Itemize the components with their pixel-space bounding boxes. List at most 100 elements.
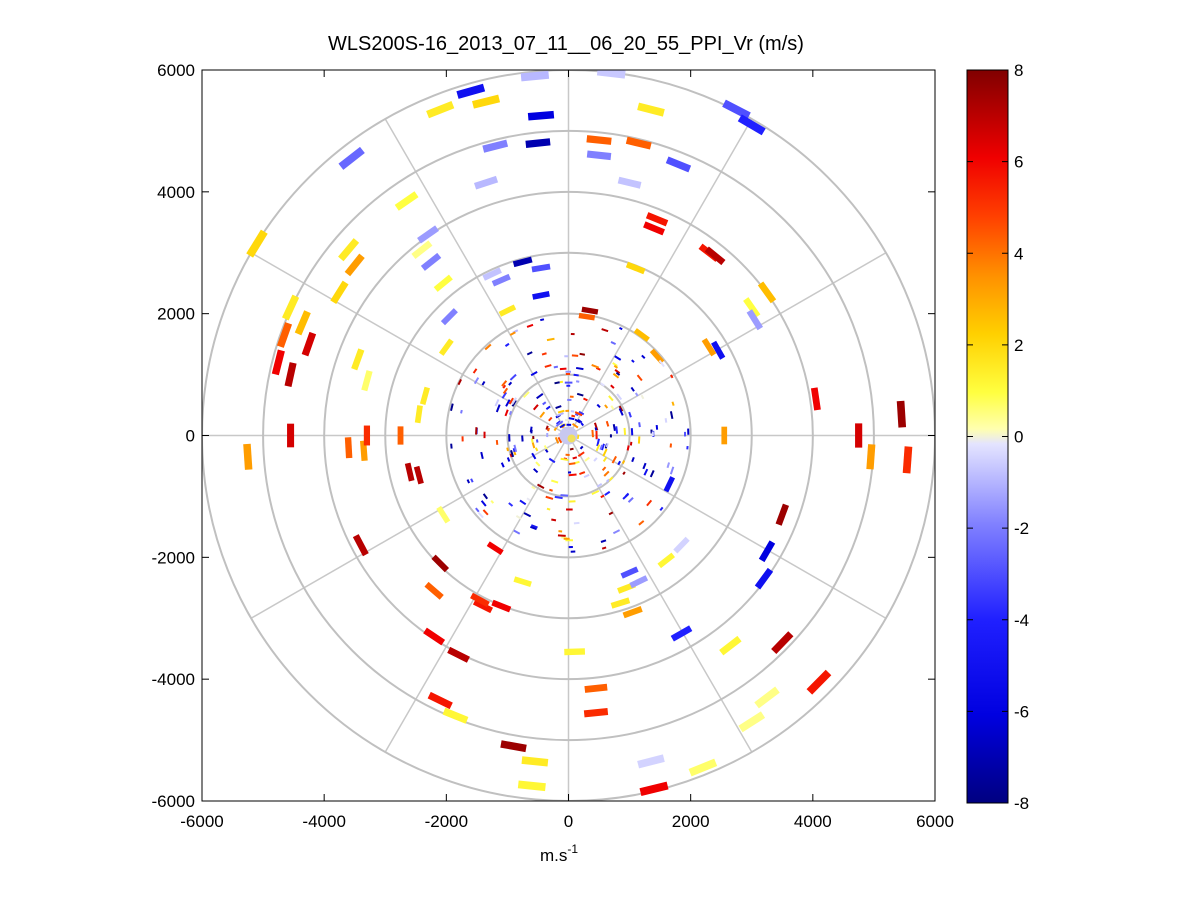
data-point — [433, 274, 453, 292]
data-point — [629, 575, 649, 589]
data-point-near — [603, 470, 610, 477]
data-point-near — [600, 443, 605, 451]
data-point-near — [686, 445, 689, 450]
data-point-near — [565, 453, 570, 456]
data-point-near — [670, 374, 674, 379]
data-point — [330, 280, 349, 305]
data-point-near — [631, 359, 635, 363]
data-point-near — [532, 404, 539, 411]
data-point-near — [522, 391, 530, 398]
data-point-near — [664, 418, 668, 423]
data-point-near — [484, 343, 492, 351]
data-point-near — [546, 337, 555, 342]
data-point-near — [566, 423, 572, 426]
data-point-near — [602, 448, 608, 457]
data-point — [521, 756, 549, 767]
data-point-near — [571, 423, 579, 429]
data-point — [688, 758, 718, 777]
data-point-near — [530, 524, 538, 529]
data-point — [424, 581, 444, 600]
data-point-near — [658, 359, 665, 368]
colorbar-tick-label: 0 — [1014, 428, 1023, 447]
data-point — [431, 554, 450, 573]
data-point-near — [546, 507, 551, 511]
data-point-near — [601, 466, 607, 471]
data-point — [287, 423, 295, 448]
radar-center — [559, 426, 578, 445]
data-point — [721, 426, 728, 445]
colorbar-tick-label: -2 — [1014, 519, 1029, 538]
data-point — [482, 139, 509, 153]
data-point-near — [591, 364, 600, 369]
y-tick-label: -4000 — [152, 670, 195, 689]
center-marker — [559, 426, 578, 445]
data-point-near — [599, 444, 604, 451]
data-point-near — [594, 427, 598, 431]
data-point — [617, 176, 642, 189]
data-point — [411, 240, 433, 259]
data-point — [246, 229, 268, 258]
x-tick-label: -2000 — [425, 812, 468, 831]
data-point-near — [481, 380, 486, 386]
data-point-near — [617, 460, 621, 466]
center-marker-core — [567, 434, 576, 443]
data-point-near — [480, 500, 487, 507]
data-point-near — [501, 391, 507, 399]
data-point-near — [546, 432, 549, 438]
data-point-near — [629, 441, 633, 446]
data-point-near — [577, 451, 585, 457]
data-point-near — [450, 403, 454, 411]
data-point-near — [568, 500, 576, 503]
data-point-near — [567, 398, 572, 401]
colorbar-tick-label: -6 — [1014, 702, 1029, 721]
range-ring — [323, 190, 814, 681]
range-ring — [262, 129, 875, 742]
colorbar-tick-label: 8 — [1014, 61, 1023, 80]
data-point-near — [595, 444, 601, 452]
colorbar — [966, 69, 1009, 804]
data-point-near — [626, 445, 630, 451]
data-point — [657, 552, 676, 569]
data-point-near — [542, 401, 547, 406]
data-point-near — [565, 372, 571, 375]
data-point — [896, 400, 907, 428]
data-point-near — [557, 409, 565, 414]
data-point-near — [564, 381, 573, 384]
data-point — [491, 599, 512, 613]
chart-title: WLS200S-16_2013_07_11__06_20_55_PPI_Vr (… — [328, 33, 804, 55]
data-point-near — [482, 493, 489, 500]
data-point-near — [608, 395, 614, 402]
data-point-near — [601, 546, 607, 550]
colorbar-tick-label: -8 — [1014, 794, 1029, 813]
data-marks — [243, 70, 913, 796]
data-point — [419, 386, 430, 405]
data-point-near — [605, 478, 610, 483]
data-point — [517, 780, 546, 792]
data-point — [610, 597, 631, 609]
y-tick-label: -6000 — [152, 792, 195, 811]
data-point — [625, 261, 646, 275]
data-point — [520, 70, 550, 82]
data-point-near — [530, 438, 534, 443]
data-point-near — [567, 471, 572, 474]
data-point-near — [593, 457, 598, 462]
data-point-near — [477, 512, 484, 519]
data-point — [436, 505, 451, 524]
data-point-near — [513, 529, 521, 535]
data-point-near — [508, 434, 511, 442]
data-point — [625, 136, 652, 150]
data-point-near — [655, 424, 659, 430]
data-point-near — [510, 449, 515, 458]
polar-grid — [202, 70, 935, 801]
data-point-near — [610, 405, 615, 410]
data-point-near — [568, 473, 577, 477]
data-point-near — [636, 374, 643, 382]
data-point-near — [530, 371, 538, 377]
data-point-near — [480, 451, 484, 460]
data-point-near — [687, 428, 690, 435]
data-point — [643, 221, 665, 236]
data-point — [500, 740, 527, 753]
data-point-near — [555, 405, 562, 410]
data-point — [512, 256, 533, 268]
data-point — [754, 686, 780, 709]
